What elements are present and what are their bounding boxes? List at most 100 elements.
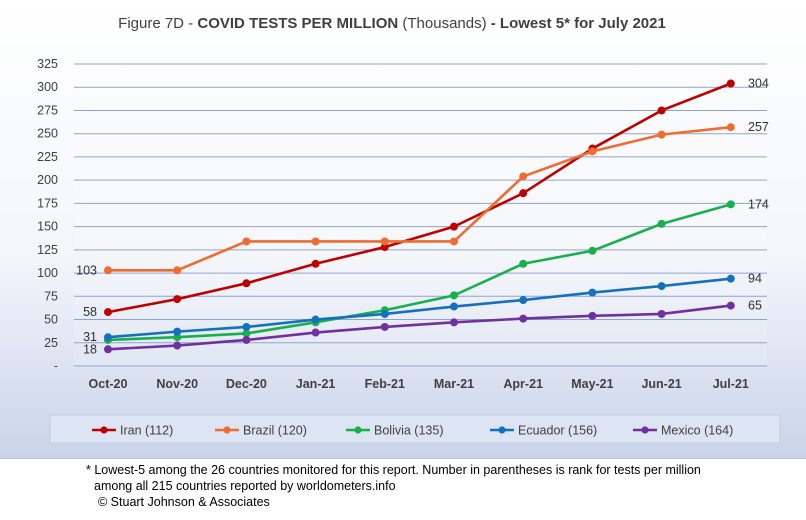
- data-point-iran: [242, 279, 251, 288]
- data-point-brazil: [588, 147, 597, 156]
- plot-area: [74, 58, 767, 368]
- end-value-label-brazil: 257: [748, 120, 769, 134]
- y-tick-label: 200: [37, 173, 58, 187]
- data-point-bolivia: [519, 259, 528, 268]
- end-value-label-iran: 304: [748, 77, 769, 91]
- y-tick-label: 75: [44, 289, 58, 303]
- data-labels: 58 304 103 257 174 31 94 18 65: [76, 77, 769, 357]
- data-point-mexico: [726, 301, 735, 310]
- data-point-bolivia: [726, 200, 735, 209]
- y-tick-label: 175: [37, 196, 58, 210]
- data-point-iran: [726, 79, 735, 88]
- data-point-brazil: [450, 237, 458, 246]
- start-value-label-ecuador: 31: [83, 330, 97, 344]
- end-value-label-ecuador: 94: [748, 272, 762, 286]
- data-point-ecuador: [450, 302, 458, 311]
- data-point-ecuador: [519, 296, 528, 305]
- start-value-label-iran: 58: [83, 305, 97, 319]
- legend-swatch-marker-iran: [100, 426, 108, 434]
- x-tick-label: Nov-20: [156, 377, 198, 391]
- x-tick-label: Jul-21: [713, 377, 749, 391]
- legend: Iran (112) Brazil (120) Bolivia (135) Ecuad…: [92, 424, 733, 438]
- grid-lines: [74, 63, 767, 367]
- copyright-notice: © Stuart Johnson & Associates: [98, 495, 270, 509]
- data-point-brazil: [104, 266, 112, 275]
- y-tick-label: 150: [37, 220, 58, 234]
- series-line-iran: [107, 82, 732, 314]
- y-tick-label: 275: [37, 103, 58, 117]
- data-point-brazil: [380, 237, 389, 246]
- data-point-bolivia: [657, 219, 666, 228]
- legend-entry-mexico: Mexico (164): [661, 424, 733, 438]
- y-tick-label: 125: [37, 243, 58, 257]
- data-point-brazil: [173, 266, 182, 275]
- data-point-mexico: [242, 335, 251, 344]
- data-point-brazil: [311, 237, 320, 246]
- footnote-line-2: among all 215 countries reported by worl…: [94, 479, 396, 493]
- data-point-ecuador: [380, 309, 389, 318]
- legend-swatch-marker-brazil: [223, 426, 231, 434]
- data-point-mexico: [588, 311, 597, 320]
- y-tick-label: 50: [44, 313, 58, 327]
- data-point-brazil: [242, 237, 251, 246]
- title-main: COVID TESTS PER MILLION: [197, 15, 398, 32]
- data-point-ecuador: [657, 282, 666, 291]
- start-value-label-brazil: 103: [76, 263, 97, 277]
- x-tick-label: Dec-20: [226, 377, 267, 391]
- data-point-mexico: [311, 328, 320, 337]
- x-tick-label: Apr-21: [503, 377, 543, 391]
- legend-swatch-marker-mexico: [641, 426, 649, 434]
- data-point-bolivia: [588, 246, 597, 255]
- data-point-ecuador: [104, 333, 112, 342]
- series-line-ecuador: [107, 277, 731, 339]
- x-tick-label: May-21: [571, 377, 613, 391]
- y-axis-tick-labels: - 25 50 75 100 125 150 175 200 225 250 275 300 325: [37, 57, 58, 373]
- data-point-iran: [173, 295, 182, 304]
- data-point-bolivia: [450, 291, 458, 300]
- data-point-iran: [311, 259, 320, 268]
- y-tick-label: 225: [37, 150, 58, 164]
- data-point-brazil: [726, 123, 735, 132]
- y-tick-label: -: [54, 359, 58, 373]
- data-point-mexico: [519, 314, 528, 323]
- title-unit: (Thousands): [398, 15, 486, 32]
- data-point-mexico: [104, 345, 112, 354]
- y-tick-label: 325: [37, 57, 58, 71]
- series-line-bolivia: [107, 203, 732, 342]
- x-tick-label: Mar-21: [434, 377, 474, 391]
- data-point-iran: [104, 308, 112, 317]
- legend-entry-ecuador: Ecuador (156): [518, 424, 597, 438]
- data-point-bolivia: [173, 333, 182, 342]
- y-tick-label: 25: [44, 336, 58, 350]
- data-point-iran: [657, 106, 666, 115]
- y-tick-label: 300: [37, 80, 58, 94]
- legend-swatch-marker-ecuador: [498, 426, 506, 434]
- end-value-label-bolivia: 174: [748, 197, 769, 211]
- footnote-line-1: * Lowest-5 among the 26 countries monito…: [86, 463, 701, 477]
- legend-entry-bolivia: Bolivia (135): [374, 424, 443, 438]
- legend-entry-iran: Iran (112): [120, 424, 173, 438]
- chart-area: Figure 7D - COVID TESTS PER MILLION (Tho…: [0, 0, 806, 459]
- y-tick-label: 250: [37, 127, 58, 141]
- end-value-label-mexico: 65: [748, 299, 762, 313]
- x-axis-tick-labels: Oct-20 Nov-20 Dec-20 Jan-21 Feb-21 Mar-21 Apr-…: [89, 377, 749, 391]
- title-prefix: Figure 7D -: [118, 15, 197, 32]
- series-lines: [104, 79, 735, 354]
- data-point-iran: [450, 222, 458, 231]
- data-point-iran: [519, 189, 528, 198]
- data-point-mexico: [380, 322, 389, 331]
- data-point-ecuador: [588, 288, 597, 297]
- x-tick-label: Feb-21: [365, 377, 405, 391]
- data-point-iran: [380, 243, 389, 252]
- series-line-mexico: [107, 304, 731, 351]
- title-suffix: - Lowest 5* for July 2021: [487, 15, 666, 32]
- line-chart: Figure 7D - COVID TESTS PER MILLION (Tho…: [37, 15, 781, 444]
- data-point-ecuador: [242, 322, 251, 331]
- y-tick-label: 100: [37, 266, 58, 280]
- legend-box: [49, 414, 781, 444]
- x-tick-label: Oct-20: [89, 377, 128, 391]
- start-value-label-mexico: 18: [83, 342, 97, 356]
- data-point-ecuador: [311, 315, 320, 324]
- legend-swatch-marker-bolivia: [354, 426, 362, 434]
- x-tick-label: Jun-21: [641, 377, 681, 391]
